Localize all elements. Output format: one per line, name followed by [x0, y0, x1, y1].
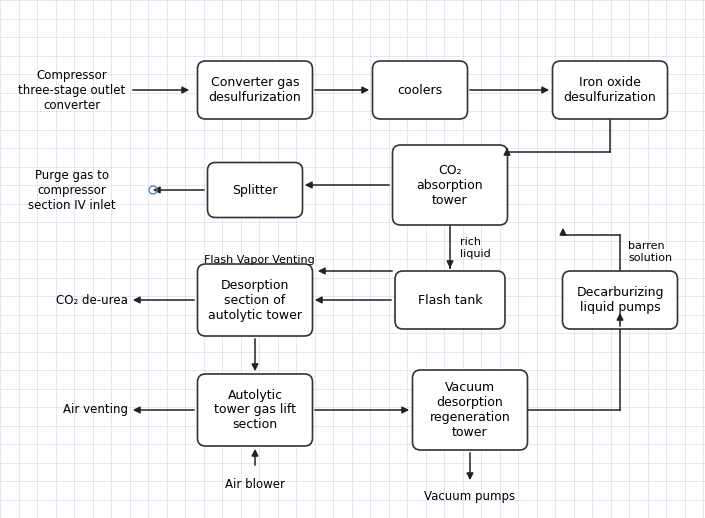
Text: Converter gas
desulfurization: Converter gas desulfurization: [209, 76, 301, 104]
Text: Flash tank: Flash tank: [418, 294, 482, 307]
FancyBboxPatch shape: [197, 374, 312, 446]
FancyBboxPatch shape: [563, 271, 678, 329]
FancyBboxPatch shape: [393, 145, 508, 225]
Text: Splitter: Splitter: [232, 183, 278, 196]
Text: Iron oxide
desulfurization: Iron oxide desulfurization: [563, 76, 656, 104]
Text: Flash Vapor Venting: Flash Vapor Venting: [204, 255, 315, 265]
Text: Air venting: Air venting: [63, 404, 128, 416]
FancyBboxPatch shape: [207, 163, 302, 218]
Text: Decarburizing
liquid pumps: Decarburizing liquid pumps: [576, 286, 663, 314]
Text: rich
liquid: rich liquid: [460, 237, 491, 259]
FancyBboxPatch shape: [372, 61, 467, 119]
FancyBboxPatch shape: [412, 370, 527, 450]
Text: coolers: coolers: [398, 83, 443, 96]
FancyBboxPatch shape: [197, 61, 312, 119]
FancyBboxPatch shape: [395, 271, 505, 329]
FancyBboxPatch shape: [197, 264, 312, 336]
FancyBboxPatch shape: [553, 61, 668, 119]
Text: Vacuum
desorption
regeneration
tower: Vacuum desorption regeneration tower: [429, 381, 510, 439]
Text: Purge gas to
compressor
section IV inlet: Purge gas to compressor section IV inlet: [28, 168, 116, 211]
Text: Desorption
section of
autolytic tower: Desorption section of autolytic tower: [208, 279, 302, 322]
Text: CO₂
absorption
tower: CO₂ absorption tower: [417, 164, 484, 207]
Text: Vacuum pumps: Vacuum pumps: [424, 490, 515, 503]
Text: Air blower: Air blower: [225, 478, 285, 491]
Text: CO₂ de-urea: CO₂ de-urea: [56, 294, 128, 307]
Text: Compressor
three-stage outlet
converter: Compressor three-stage outlet converter: [18, 68, 125, 111]
Text: Autolytic
tower gas lift
section: Autolytic tower gas lift section: [214, 388, 296, 431]
Text: barren
solution: barren solution: [628, 241, 672, 263]
